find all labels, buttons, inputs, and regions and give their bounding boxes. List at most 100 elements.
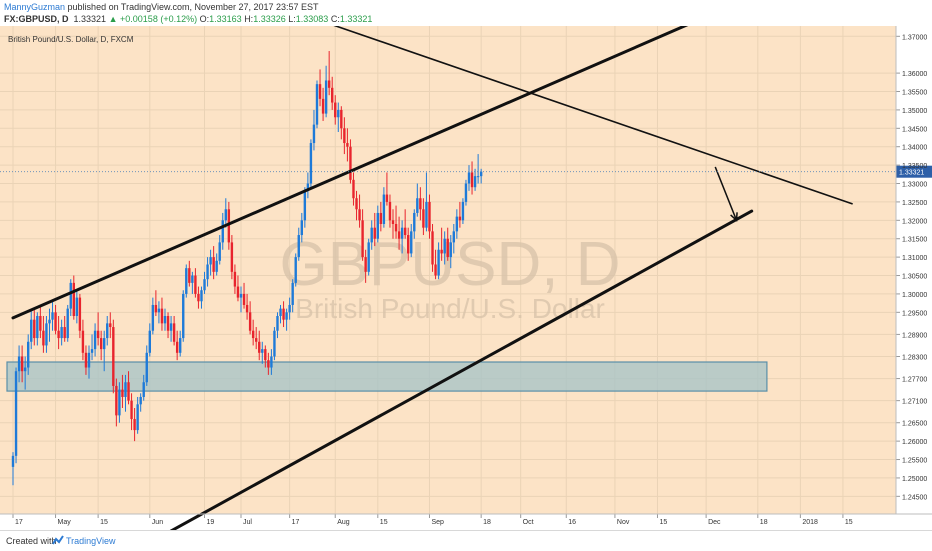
- candle-body: [96, 330, 100, 339]
- candle-body: [72, 282, 75, 317]
- candle-body: [355, 198, 358, 210]
- x-tick-label: Jul: [243, 519, 252, 526]
- candle-body: [39, 316, 42, 331]
- y-tick-label: 1.26500: [902, 421, 927, 428]
- candle-body: [297, 235, 300, 258]
- candle-body: [258, 341, 261, 353]
- candle-body: [11, 455, 15, 467]
- candle-body: [361, 220, 364, 258]
- candle-body: [346, 143, 349, 147]
- candle-body: [242, 293, 246, 305]
- trendline-channel-upper: [11, 26, 689, 320]
- candle-body: [270, 356, 273, 368]
- candle-body: [218, 242, 221, 261]
- candle-body: [455, 216, 459, 232]
- candle-body: [397, 231, 401, 239]
- candle-body: [479, 171, 483, 177]
- candle-body: [81, 330, 85, 353]
- candle-body: [403, 227, 407, 236]
- watermark-name: British Pound/U.S. Dollar: [295, 293, 605, 324]
- candle-body: [279, 308, 282, 317]
- x-tick-label: 18: [483, 519, 491, 526]
- chart-title: British Pound/U.S. Dollar, D, FXCM: [8, 35, 134, 44]
- candle-body: [69, 282, 72, 309]
- open-label: O:: [199, 14, 210, 24]
- candle-body: [446, 238, 449, 258]
- candle-body: [264, 349, 267, 361]
- candle-body: [294, 257, 297, 283]
- candle-body: [36, 316, 39, 339]
- close-label: C:: [330, 14, 340, 24]
- candle-body: [106, 323, 109, 339]
- y-tick-label: 1.34000: [902, 145, 927, 152]
- x-tick-label: 19: [207, 519, 215, 526]
- ohlc-line: FX:GBPUSD, D 1.33321 ▲ +0.00158 (+0.12%)…: [4, 14, 372, 24]
- candle-body: [42, 330, 45, 346]
- low-label: L:: [288, 14, 296, 24]
- forecast-arrow-head-icon: [730, 212, 738, 222]
- candle-body: [151, 304, 155, 331]
- y-tick-label: 1.29500: [902, 310, 927, 317]
- x-tick-label: Nov: [617, 519, 630, 526]
- candle-body: [248, 312, 252, 331]
- author-link[interactable]: MannyGuzman: [4, 2, 66, 12]
- y-tick-label: 1.32500: [902, 200, 927, 207]
- candle-body: [20, 356, 24, 372]
- symbol-label: FX:GBPUSD, D: [4, 14, 69, 24]
- candle-body: [136, 404, 139, 431]
- candle-body: [30, 319, 33, 342]
- tradingview-logo-icon: [52, 535, 64, 548]
- candle-body: [452, 231, 455, 243]
- candle-body: [212, 257, 215, 272]
- candle-body: [267, 360, 270, 368]
- candle-body: [449, 242, 452, 258]
- open-value: 1.33163: [209, 14, 242, 24]
- candle-body: [440, 249, 443, 254]
- candle-body: [285, 312, 288, 320]
- candle-body: [163, 316, 167, 324]
- y-tick-label: 1.25000: [902, 476, 927, 483]
- candle-body: [175, 341, 179, 353]
- candle-body: [394, 223, 398, 232]
- candle-body: [84, 352, 88, 368]
- candle-body: [276, 316, 279, 331]
- x-tick-label: 2018: [802, 519, 818, 526]
- candle-body: [121, 389, 124, 397]
- candle-body: [443, 238, 446, 254]
- candle-body: [358, 209, 361, 221]
- candle-body: [54, 312, 57, 331]
- candle-body: [324, 80, 328, 114]
- candle-body: [473, 176, 477, 188]
- candle-body: [413, 212, 416, 232]
- x-tick-label: Aug: [337, 519, 350, 526]
- candle-body: [416, 198, 419, 213]
- candle-body: [14, 371, 18, 456]
- close-value: 1.33321: [339, 14, 373, 24]
- high-label: H:: [244, 14, 254, 24]
- candle-body: [236, 286, 240, 298]
- candle-body: [230, 242, 234, 272]
- x-tick-label: 17: [15, 519, 23, 526]
- tradingview-link[interactable]: TradingView: [66, 536, 116, 546]
- candle-body: [431, 231, 434, 265]
- candle-body: [99, 338, 103, 350]
- price-chart[interactable]: GBPUSD, D British Pound/U.S. Dollar Brit…: [0, 26, 932, 530]
- low-value: 1.33083: [295, 14, 329, 24]
- candle-body: [27, 341, 30, 368]
- x-tick-label: Sep: [431, 519, 444, 526]
- candle-body: [157, 308, 161, 313]
- candle-body: [63, 327, 66, 339]
- candle-body: [373, 227, 376, 239]
- y-tick-label: 1.31500: [902, 237, 927, 244]
- candle-body: [382, 194, 386, 224]
- candle-body: [273, 330, 276, 357]
- candle-body: [400, 227, 404, 239]
- candle-body: [428, 201, 431, 232]
- candle-body: [327, 80, 331, 88]
- candle-body: [172, 323, 176, 342]
- candle-body: [422, 209, 425, 228]
- candle-body: [169, 323, 173, 331]
- candle-body: [410, 231, 413, 254]
- candle-body: [48, 319, 51, 324]
- candle-body: [470, 172, 474, 188]
